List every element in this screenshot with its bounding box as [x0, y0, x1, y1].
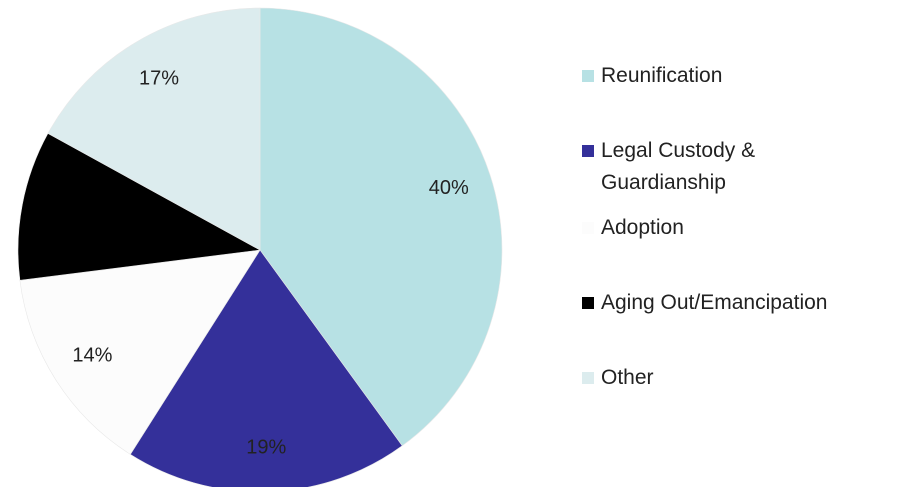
- legend-swatch: [582, 222, 594, 234]
- data-label: 17%: [139, 67, 179, 89]
- legend-item: Aging Out/Emancipation: [582, 287, 827, 319]
- legend-item: Reunification: [582, 60, 722, 92]
- legend-swatch: [582, 297, 594, 309]
- data-label: 19%: [246, 437, 286, 459]
- legend-label: Adoption: [601, 216, 684, 239]
- legend-label: Legal Custody & Guardianship: [601, 139, 756, 194]
- pie-slice: [259, 7, 503, 447]
- legend-swatch: [582, 70, 594, 82]
- legend-item: Legal Custody & Guardianship: [582, 135, 802, 199]
- legend-item: Adoption: [582, 212, 684, 244]
- legend-label: Other: [601, 366, 654, 389]
- legend-label: Aging Out/Emancipation: [601, 291, 828, 314]
- pie-chart: 40% 19% 14% 17%: [17, 7, 503, 487]
- pie-slice: [19, 249, 261, 455]
- legend-label: Reunification: [601, 64, 723, 87]
- legend-item: Other: [582, 362, 654, 394]
- data-label: 14%: [72, 345, 112, 367]
- pie-slice: [17, 133, 261, 281]
- pie-slice: [129, 249, 403, 487]
- legend-swatch: [582, 372, 594, 384]
- pie-slice: [47, 7, 261, 251]
- data-label: 40%: [429, 177, 469, 199]
- legend-swatch: [582, 145, 594, 157]
